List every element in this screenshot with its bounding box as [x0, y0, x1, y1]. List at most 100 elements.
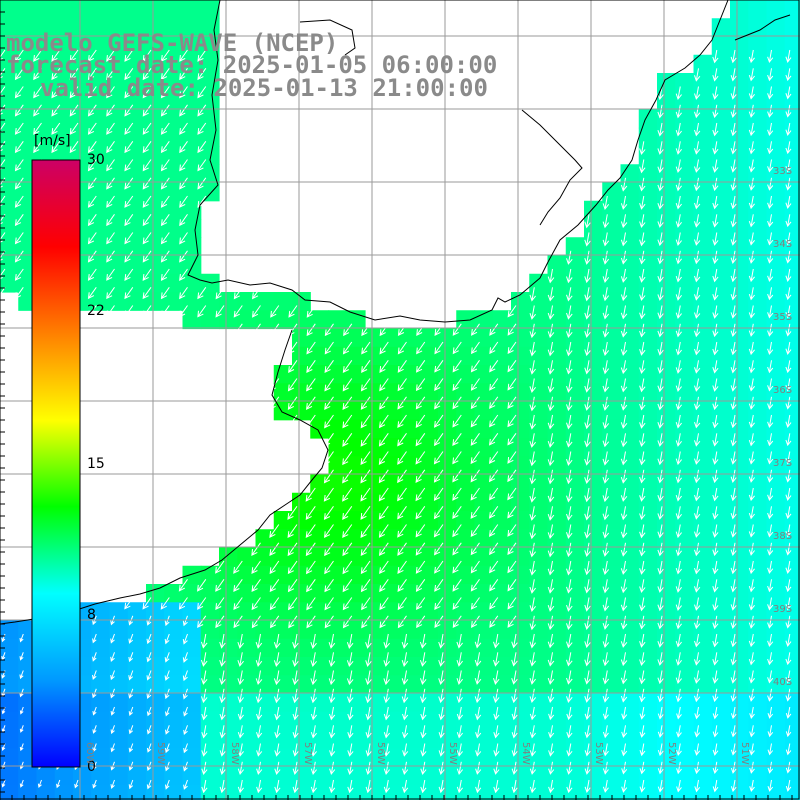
- wind-arrow: [347, 706, 354, 721]
- wind-arrow: [215, 615, 225, 629]
- wind-cell: [748, 127, 768, 147]
- wind-arrow: [748, 652, 755, 666]
- wind-cell: [675, 638, 695, 658]
- wind-arrow: [378, 524, 389, 538]
- wind-arrow: [420, 725, 427, 739]
- wind-arrow: [548, 706, 555, 721]
- wind-cell: [584, 638, 603, 658]
- wind-cell: [766, 693, 786, 713]
- wind-arrow: [397, 414, 407, 429]
- wind-cell: [529, 693, 549, 713]
- wind-arrow: [639, 268, 646, 283]
- wind-cell: [675, 748, 695, 768]
- wind-cell: [748, 565, 768, 585]
- wind-cell: [273, 766, 293, 786]
- wind-cell: [565, 675, 585, 695]
- wind-cell: [638, 219, 658, 238]
- wind-arrow: [256, 743, 263, 757]
- wind-cell: [200, 310, 220, 330]
- wind-cell: [784, 36, 800, 56]
- wind-arrow: [128, 652, 134, 663]
- wind-arrow: [602, 524, 610, 539]
- wind-cell: [292, 784, 311, 800]
- wind-arrow: [584, 688, 591, 703]
- wind-arrow: [142, 268, 152, 281]
- wind-arrow: [507, 451, 517, 464]
- wind-arrow: [342, 524, 353, 539]
- wind-cell: [602, 292, 622, 311]
- wind-arrow: [33, 122, 42, 135]
- wind-arrow: [493, 706, 500, 721]
- wind-arrow: [288, 615, 298, 629]
- wind-arrow: [566, 725, 573, 739]
- wind-arrow: [602, 214, 610, 229]
- wind-arrow: [493, 688, 500, 704]
- wind-arrow: [657, 633, 664, 648]
- wind-arrow: [493, 779, 500, 794]
- wind-arrow: [712, 287, 719, 301]
- lon-label: 53W: [593, 742, 604, 765]
- wind-arrow: [620, 250, 628, 265]
- wind-cell: [602, 255, 622, 275]
- wind-arrow: [767, 341, 774, 356]
- wind-cell: [711, 255, 731, 275]
- wind-cell: [54, 784, 74, 800]
- wind-arrow: [785, 378, 792, 392]
- wind-cell: [730, 146, 749, 165]
- wind-arrow: [0, 104, 6, 116]
- wind-arrow: [566, 378, 573, 393]
- wind-cell: [638, 657, 658, 676]
- wind-arrow: [292, 761, 299, 776]
- wind-arrow: [639, 341, 646, 356]
- wind-cell: [419, 711, 439, 731]
- wind-cell: [620, 255, 640, 275]
- wind-cell: [565, 492, 585, 512]
- wind-arrow: [488, 433, 499, 446]
- wind-cell: [730, 109, 749, 129]
- wind-arrow: [0, 232, 6, 243]
- wind-arrow: [87, 68, 97, 81]
- wind-cell: [529, 328, 549, 348]
- wind-cell: [620, 346, 640, 366]
- wind-cell: [419, 748, 439, 768]
- wind-arrow: [324, 414, 334, 429]
- wind-cell: [784, 620, 800, 640]
- wind-cell: [766, 784, 786, 800]
- wind-cell: [273, 401, 293, 421]
- wind-arrow: [785, 214, 792, 228]
- wind-cell: [657, 273, 676, 293]
- wind-arrow: [785, 652, 792, 666]
- wind-arrow: [694, 597, 701, 611]
- wind-arrow: [106, 214, 115, 227]
- wind-arrow: [507, 542, 517, 556]
- wind-arrow: [110, 670, 115, 681]
- wind-arrow: [511, 743, 518, 757]
- wind-cell: [602, 693, 622, 713]
- wind-arrow: [196, 579, 207, 592]
- wind-arrow: [433, 487, 444, 502]
- wind-cell: [620, 584, 640, 603]
- wind-arrow: [767, 141, 774, 155]
- wind-arrow: [215, 597, 225, 610]
- wind-cell: [255, 693, 275, 713]
- wind-cell: [638, 401, 658, 421]
- wind-cell: [565, 711, 585, 731]
- wind-cell: [730, 584, 749, 603]
- wind-arrow: [160, 214, 170, 227]
- wind-cell: [182, 675, 202, 695]
- wind-arrow: [748, 414, 755, 429]
- wind-arrow: [160, 141, 170, 154]
- wind-arrow: [620, 195, 628, 210]
- wind-arrow: [69, 86, 79, 99]
- wind-arrow: [785, 579, 792, 593]
- wind-arrow: [415, 433, 426, 447]
- wind-arrow: [730, 433, 737, 447]
- wind-cell: [438, 711, 457, 731]
- wind-arrow: [342, 451, 353, 466]
- wind-arrow: [749, 761, 755, 774]
- wind-cell: [438, 693, 457, 713]
- wind-vector-field: [0, 49, 792, 794]
- wind-cell: [255, 730, 275, 749]
- wind-cell: [730, 784, 749, 800]
- wind-arrow: [730, 396, 737, 411]
